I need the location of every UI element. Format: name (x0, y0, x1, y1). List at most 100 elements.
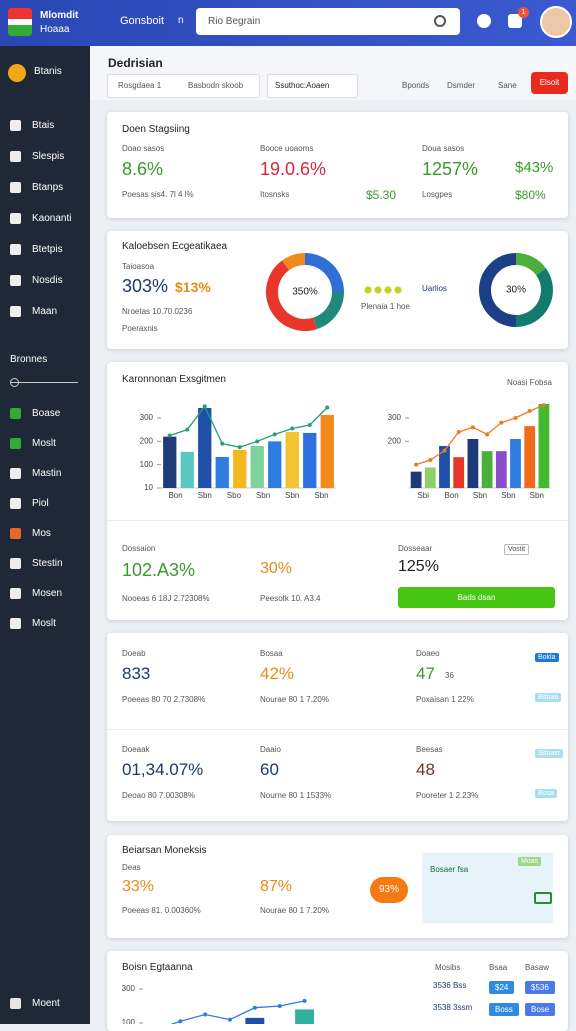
menu-icon (10, 213, 21, 224)
icon[interactable] (508, 14, 522, 28)
menu-icon (10, 588, 21, 599)
table-cell: 3536 Bss (433, 981, 467, 990)
menu-item[interactable]: Btetpis (32, 244, 63, 255)
y-tick-label: 200 (140, 436, 154, 445)
avatar[interactable] (540, 6, 572, 38)
label: Daaio (260, 745, 281, 754)
table-cell: Boss (489, 1003, 519, 1016)
value: 125% (398, 558, 439, 575)
table-header: Basaw (525, 963, 550, 972)
cta[interactable]: Elsoit (531, 72, 568, 94)
toggle[interactable] (534, 892, 552, 904)
pill[interactable] (267, 74, 358, 98)
label: Doua sasos (422, 144, 465, 153)
menu-item[interactable]: Boase (32, 408, 61, 419)
value: 87% (260, 878, 293, 895)
menu-icon (10, 306, 21, 317)
bar (163, 436, 177, 488)
menu-item[interactable]: Mastin (32, 468, 62, 479)
link[interactable]: Dsmder (447, 81, 476, 90)
menu-item[interactable]: Piol (32, 498, 49, 509)
tag: Vostit (504, 544, 530, 555)
icon[interactable] (477, 14, 491, 28)
stats-card: Doen Stagsiing Doao sasos Booce uoaoms D… (107, 112, 568, 218)
bar (510, 439, 521, 488)
donut-segment (266, 260, 318, 331)
slider-knob[interactable] (10, 378, 19, 387)
menu-icon (10, 120, 21, 131)
bar (198, 407, 212, 488)
menu-item[interactable]: Maan (32, 306, 58, 317)
note: $80% (515, 188, 546, 202)
donut-label: 350% (292, 287, 318, 298)
filter-text: Basbodn skoob (188, 81, 244, 90)
x-tick-label: Bon (168, 491, 182, 500)
note: Nroetas 10.70.0236 (122, 307, 193, 316)
bar (424, 467, 436, 488)
note: Peesotk 10. A3.4 (260, 594, 321, 603)
value: 1257% (422, 159, 479, 179)
menu-item[interactable]: Kaonanti (32, 213, 72, 224)
slider[interactable] (10, 382, 78, 383)
tag: Bdoaa (535, 693, 562, 702)
value: 48 (416, 760, 435, 779)
menu-item[interactable]: Btanps (32, 182, 64, 193)
nav[interactable]: Gonsboit (120, 15, 165, 27)
link[interactable]: Sane (498, 81, 517, 90)
menu-item[interactable]: Stestin (32, 558, 63, 569)
menu-icon (10, 244, 21, 255)
menu-item[interactable]: Nosdis (32, 275, 63, 286)
footer-item[interactable]: Moent (32, 998, 60, 1009)
line-point (220, 441, 225, 446)
menu-icon (10, 558, 21, 569)
bar (410, 471, 422, 488)
donut-segment (515, 268, 553, 327)
badge: 93% (370, 877, 408, 903)
value: $43% (515, 159, 554, 176)
table-cell: $24 (489, 981, 515, 994)
menu-item[interactable]: Btais (32, 120, 55, 131)
label: Booce uoaoms (260, 144, 314, 153)
bar (245, 1017, 265, 1024)
menu-icon (10, 182, 21, 193)
table-header: Mosibs (435, 963, 461, 972)
table-header: Bsaa (489, 963, 508, 972)
y-tick-label: 100 (122, 1018, 136, 1024)
divider (107, 729, 568, 730)
menu-item[interactable]: Slespis (32, 151, 65, 162)
line-point (167, 433, 172, 438)
x-tick-label: Sbn (198, 491, 212, 500)
link[interactable]: Bponds (402, 81, 430, 90)
menu-item[interactable]: Mosen (32, 588, 63, 599)
note: Nooeas 6 18J 2.72308% (122, 594, 210, 603)
chart: 10 100 200 300 Bon Sbn Sbo Sbn Sbn Sbn (140, 404, 336, 500)
brand-sub: Hoaaa (40, 24, 70, 35)
menu-icon (10, 408, 21, 419)
button[interactable]: Bads dsan (398, 587, 555, 608)
value: 30% (260, 560, 293, 577)
menu-item[interactable]: Mos (32, 528, 51, 539)
bar (180, 451, 194, 488)
legend-note: Plenaia 1 hoe (361, 302, 410, 311)
table-cell: Bose (525, 1003, 556, 1016)
header: Mlomdit Hoaaa Gonsboit n Rio Begrain 1 (0, 0, 576, 46)
x-tick-label: Sbi (417, 491, 429, 500)
search[interactable]: Rio Begrain (196, 8, 460, 35)
note: Nourne 80 1 1533% (260, 791, 332, 800)
menu-item[interactable]: Moslt (32, 618, 56, 629)
value: 47 (416, 664, 435, 683)
filter[interactable] (107, 74, 260, 98)
value: 303% (122, 276, 169, 296)
label: Doao sasos (122, 144, 165, 153)
logo (8, 8, 32, 36)
value: 01,34.07% (122, 760, 204, 779)
y-tick-label: 300 (140, 413, 154, 422)
tag: Noasi Fobsa (507, 378, 552, 387)
donut-segment (282, 253, 306, 271)
line-point (202, 404, 207, 409)
line-point (290, 426, 295, 431)
menu-item[interactable]: Moslt (32, 438, 56, 449)
value: $13% (175, 279, 211, 295)
user-name: Btanis (34, 66, 62, 77)
line (169, 405, 328, 448)
